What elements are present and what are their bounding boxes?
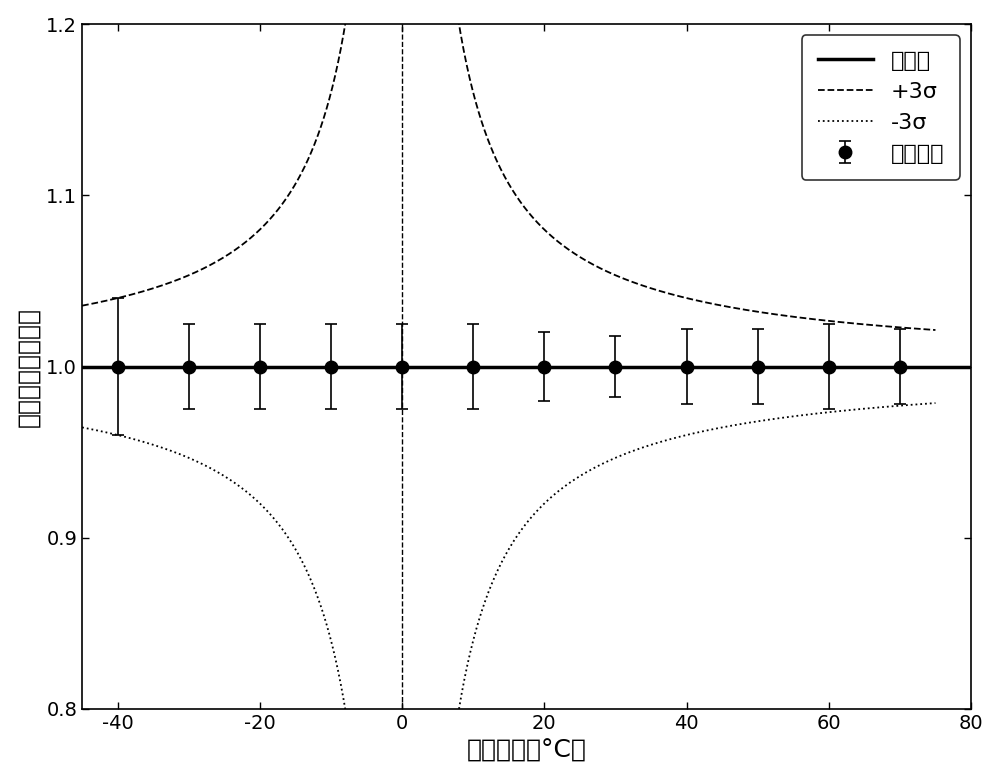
X-axis label: 真实温度（°C）: 真实温度（°C） bbox=[467, 738, 586, 763]
+3σ bbox=[167, 277, 179, 287]
-3σ bbox=[306, 579, 318, 588]
Line: -3σ: -3σ bbox=[82, 428, 402, 779]
-3σ bbox=[167, 447, 179, 456]
Y-axis label: 归一化测试温度比: 归一化测试温度比 bbox=[17, 307, 41, 427]
-3σ bbox=[191, 457, 203, 467]
-3σ bbox=[76, 423, 88, 432]
+3σ bbox=[76, 301, 88, 310]
中心线 bbox=[396, 362, 408, 372]
Legend: 中心线, +3σ, -3σ, 测量温度: 中心线, +3σ, -3σ, 测量温度 bbox=[802, 35, 960, 180]
+3σ bbox=[306, 145, 318, 154]
中心线 bbox=[403, 362, 415, 372]
Line: +3σ: +3σ bbox=[82, 0, 402, 305]
+3σ bbox=[191, 266, 203, 276]
